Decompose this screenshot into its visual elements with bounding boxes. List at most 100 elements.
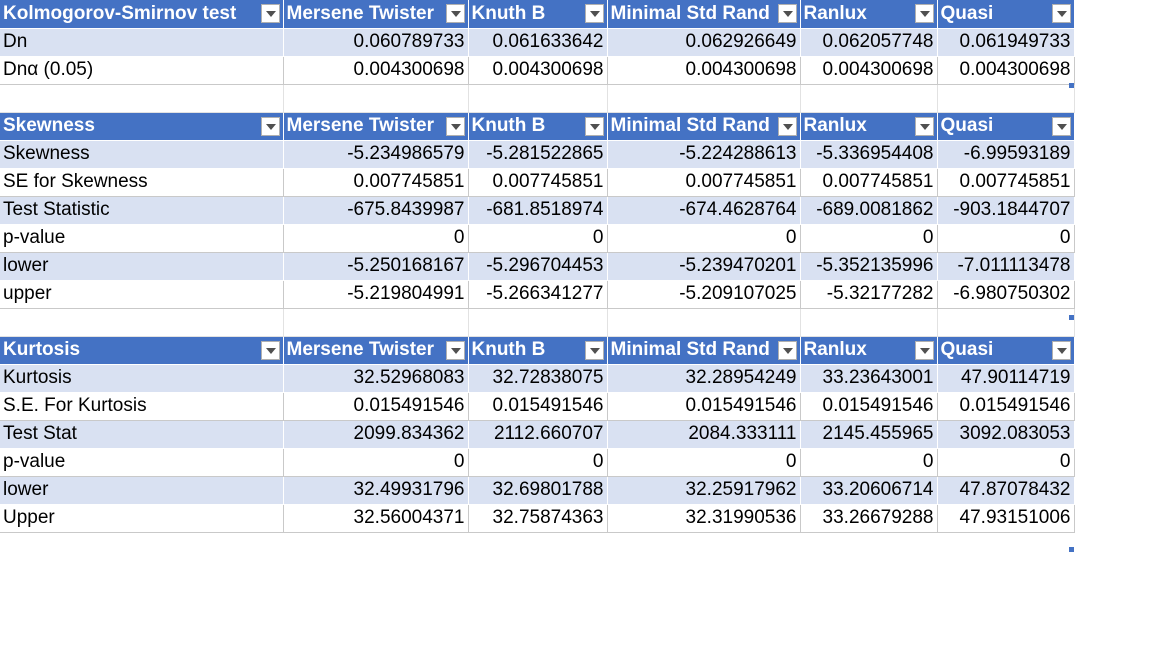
value-cell[interactable]: 32.72838075 bbox=[468, 364, 608, 393]
value-cell[interactable]: 0.060789733 bbox=[283, 28, 469, 57]
value-cell[interactable]: 2145.455965 bbox=[800, 420, 938, 449]
value-cell[interactable]: -5.250168167 bbox=[283, 252, 469, 281]
value-cell[interactable]: 0.007745851 bbox=[283, 168, 469, 197]
empty-cell[interactable] bbox=[283, 308, 469, 337]
filter-dropdown-icon[interactable] bbox=[777, 4, 797, 23]
value-cell[interactable]: -674.4628764 bbox=[607, 196, 801, 225]
value-cell[interactable]: 47.93151006 bbox=[937, 504, 1075, 533]
filter-dropdown-icon[interactable] bbox=[914, 4, 934, 23]
header-cell[interactable]: Knuth B bbox=[468, 112, 608, 141]
value-cell[interactable]: 0.004300698 bbox=[800, 56, 938, 85]
value-cell[interactable]: 0.015491546 bbox=[937, 392, 1075, 421]
row-label[interactable]: Upper bbox=[0, 504, 284, 533]
value-cell[interactable]: 0.061949733 bbox=[937, 28, 1075, 57]
row-label[interactable]: S.E. For Kurtosis bbox=[0, 392, 284, 421]
filter-dropdown-icon[interactable] bbox=[1051, 340, 1071, 360]
value-cell[interactable]: 2099.834362 bbox=[283, 420, 469, 449]
filter-dropdown-icon[interactable] bbox=[260, 340, 280, 360]
row-label[interactable]: Dnα (0.05) bbox=[0, 56, 284, 85]
empty-cell[interactable] bbox=[800, 84, 938, 113]
value-cell[interactable]: 0.015491546 bbox=[468, 392, 608, 421]
table-resize-handle-skewness[interactable] bbox=[1069, 315, 1074, 320]
header-cell[interactable]: Mersene Twister bbox=[283, 336, 469, 365]
value-cell[interactable]: 32.28954249 bbox=[607, 364, 801, 393]
value-cell[interactable]: -5.239470201 bbox=[607, 252, 801, 281]
filter-dropdown-icon[interactable] bbox=[1051, 116, 1071, 136]
value-cell[interactable]: 2112.660707 bbox=[468, 420, 608, 449]
header-cell[interactable]: Kurtosis bbox=[0, 336, 284, 365]
value-cell[interactable]: -675.8439987 bbox=[283, 196, 469, 225]
empty-cell[interactable] bbox=[607, 84, 801, 113]
value-cell[interactable]: -5.234986579 bbox=[283, 140, 469, 169]
value-cell[interactable]: 0.015491546 bbox=[283, 392, 469, 421]
value-cell[interactable]: 0 bbox=[607, 448, 801, 477]
value-cell[interactable]: -5.281522865 bbox=[468, 140, 608, 169]
value-cell[interactable]: 0.004300698 bbox=[468, 56, 608, 85]
header-cell[interactable]: Knuth B bbox=[468, 0, 608, 29]
value-cell[interactable]: 0.061633642 bbox=[468, 28, 608, 57]
header-cell[interactable]: Ranlux bbox=[800, 112, 938, 141]
table-resize-handle-kurtosis[interactable] bbox=[1069, 547, 1074, 552]
value-cell[interactable]: 32.52968083 bbox=[283, 364, 469, 393]
row-label[interactable]: p-value bbox=[0, 224, 284, 253]
row-label[interactable]: upper bbox=[0, 280, 284, 309]
filter-dropdown-icon[interactable] bbox=[914, 116, 934, 136]
value-cell[interactable]: -5.296704453 bbox=[468, 252, 608, 281]
row-label[interactable]: Dn bbox=[0, 28, 284, 57]
header-cell[interactable]: Kolmogorov-Smirnov test bbox=[0, 0, 284, 29]
filter-dropdown-icon[interactable] bbox=[445, 4, 465, 23]
filter-dropdown-icon[interactable] bbox=[584, 340, 604, 360]
empty-cell[interactable] bbox=[283, 84, 469, 113]
header-cell[interactable]: Quasi bbox=[937, 0, 1075, 29]
header-cell[interactable]: Mersene Twister bbox=[283, 112, 469, 141]
value-cell[interactable]: 0 bbox=[468, 448, 608, 477]
value-cell[interactable]: -5.209107025 bbox=[607, 280, 801, 309]
value-cell[interactable]: 0 bbox=[800, 448, 938, 477]
value-cell[interactable]: 0 bbox=[468, 224, 608, 253]
header-cell[interactable]: Quasi bbox=[937, 112, 1075, 141]
value-cell[interactable]: 0 bbox=[937, 448, 1075, 477]
empty-cell[interactable] bbox=[607, 308, 801, 337]
header-cell[interactable]: Knuth B bbox=[468, 336, 608, 365]
empty-cell[interactable] bbox=[937, 84, 1075, 113]
value-cell[interactable]: 0.007745851 bbox=[937, 168, 1075, 197]
value-cell[interactable]: 3092.083053 bbox=[937, 420, 1075, 449]
value-cell[interactable]: -5.224288613 bbox=[607, 140, 801, 169]
row-label[interactable]: Test Statistic bbox=[0, 196, 284, 225]
filter-dropdown-icon[interactable] bbox=[777, 116, 797, 136]
value-cell[interactable]: 0 bbox=[607, 224, 801, 253]
filter-dropdown-icon[interactable] bbox=[777, 340, 797, 360]
empty-cell[interactable] bbox=[800, 308, 938, 337]
value-cell[interactable]: 47.90114719 bbox=[937, 364, 1075, 393]
filter-dropdown-icon[interactable] bbox=[1051, 4, 1071, 23]
value-cell[interactable]: 0 bbox=[283, 448, 469, 477]
header-cell[interactable]: Minimal Std Rand bbox=[607, 336, 801, 365]
value-cell[interactable]: 33.26679288 bbox=[800, 504, 938, 533]
header-cell[interactable]: Minimal Std Rand bbox=[607, 0, 801, 29]
value-cell[interactable]: 0.004300698 bbox=[937, 56, 1075, 85]
filter-dropdown-icon[interactable] bbox=[584, 4, 604, 23]
row-label[interactable]: lower bbox=[0, 476, 284, 505]
header-cell[interactable]: Skewness bbox=[0, 112, 284, 141]
empty-cell[interactable] bbox=[468, 308, 608, 337]
row-label[interactable]: Kurtosis bbox=[0, 364, 284, 393]
empty-cell[interactable] bbox=[0, 308, 284, 337]
value-cell[interactable]: 0 bbox=[283, 224, 469, 253]
value-cell[interactable]: 32.75874363 bbox=[468, 504, 608, 533]
value-cell[interactable]: -5.32177282 bbox=[800, 280, 938, 309]
value-cell[interactable]: -5.336954408 bbox=[800, 140, 938, 169]
value-cell[interactable]: 0.015491546 bbox=[607, 392, 801, 421]
filter-dropdown-icon[interactable] bbox=[584, 116, 604, 136]
value-cell[interactable]: 32.31990536 bbox=[607, 504, 801, 533]
value-cell[interactable]: -7.011113478 bbox=[937, 252, 1075, 281]
value-cell[interactable]: 0.062926649 bbox=[607, 28, 801, 57]
filter-dropdown-icon[interactable] bbox=[445, 340, 465, 360]
empty-cell[interactable] bbox=[937, 308, 1075, 337]
value-cell[interactable]: 0.004300698 bbox=[607, 56, 801, 85]
filter-dropdown-icon[interactable] bbox=[260, 4, 280, 23]
value-cell[interactable]: 32.49931796 bbox=[283, 476, 469, 505]
empty-cell[interactable] bbox=[0, 84, 284, 113]
row-label[interactable]: SE for Skewness bbox=[0, 168, 284, 197]
header-cell[interactable]: Minimal Std Rand bbox=[607, 112, 801, 141]
value-cell[interactable]: 0 bbox=[800, 224, 938, 253]
